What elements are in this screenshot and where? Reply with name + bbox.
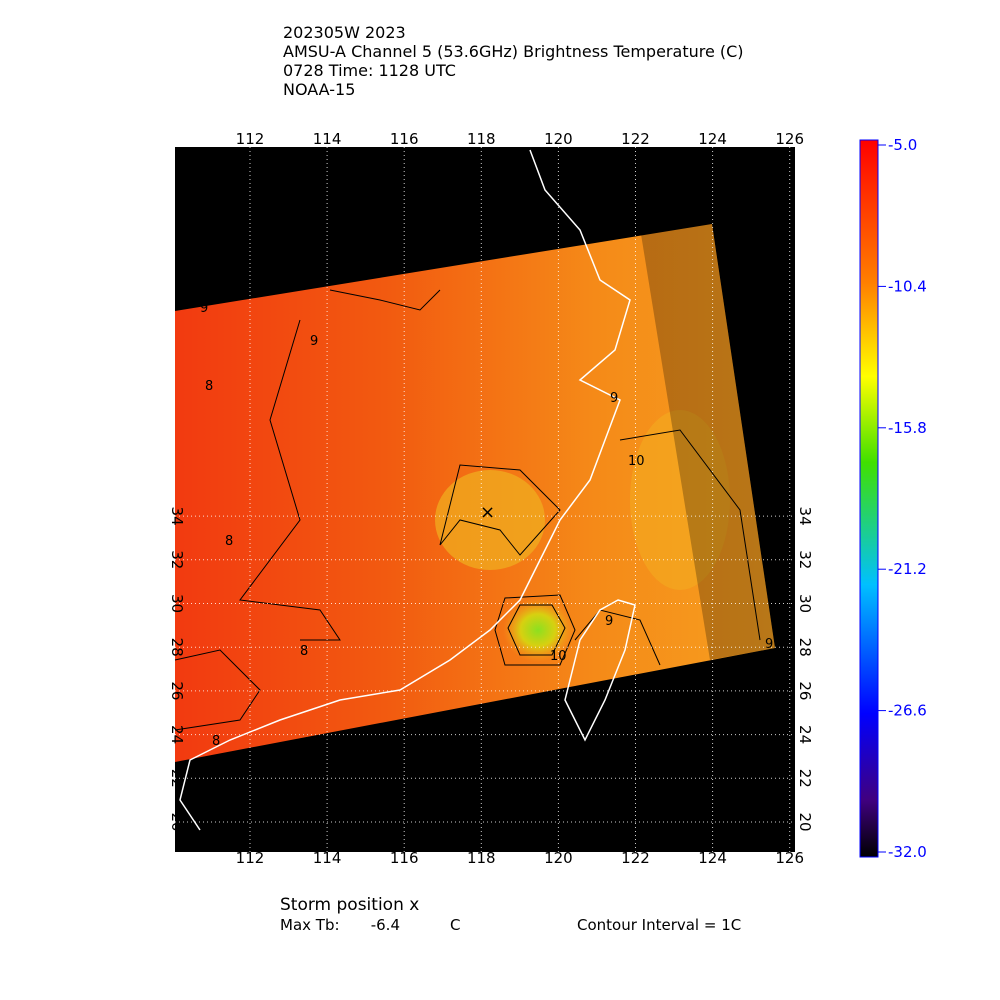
island [564,599,636,742]
lon-label-bottom: 120 [544,849,573,867]
contours [174,289,761,731]
max-tb-label: Max Tb: [280,916,340,934]
contour-label: 10 [628,454,645,469]
contour-label: 9 [310,334,318,349]
max-tb-unit: C [450,916,460,934]
contour-label: 9 [200,301,208,316]
lat-label-left: 34 [168,507,186,526]
lat-label-left: 26 [168,681,186,700]
header-line: NOAA-15 [283,80,355,99]
lat-label-left: 22 [168,769,186,788]
contour [174,649,261,731]
header-line: 202305W 2023 [283,23,406,42]
colorbar-label: -15.8 [888,419,927,437]
lat-label-left: 30 [168,594,186,613]
lat-label-right: 28 [796,638,814,657]
contour-label: 8 [300,644,308,659]
warm-core [503,598,573,662]
contour-label: 10 [550,649,567,664]
colorbar-label: -21.2 [888,560,927,578]
contour [239,319,341,641]
lat-label-right: 20 [796,812,814,831]
lon-label-top: 118 [467,130,496,148]
lon-label-bottom: 126 [775,849,804,867]
contour-label: 8 [212,734,220,749]
header-line: 0728 Time: 1128 UTC [283,61,456,80]
map-labels: 112 112 114 114 116 116 118 118 120 120 122 122 124 1… [168,130,814,867]
lat-label-right: 34 [796,507,814,526]
lon-label-top: 122 [621,130,650,148]
lat-label-left: 24 [168,725,186,744]
lon-label-top: 116 [390,130,419,148]
lon-label-bottom: 122 [621,849,650,867]
lat-label-left: 20 [168,812,186,831]
lat-label-right: 22 [796,769,814,788]
footer: Storm position x Max Tb: -6.4 C Contour … [280,895,741,934]
contour [619,429,761,641]
lon-label-bottom: 112 [236,849,265,867]
hatched-region [640,224,775,660]
lon-label-top: 124 [698,130,727,148]
lat-label-right: 30 [796,594,814,613]
lon-label-bottom: 116 [390,849,419,867]
lat-label-right: 26 [796,681,814,700]
colorbar-label: -32.0 [888,843,927,861]
coastline [179,149,636,831]
lon-label-bottom: 118 [467,849,496,867]
lon-label-top: 120 [544,130,573,148]
contour [439,464,561,556]
contour [507,604,566,656]
lon-label-bottom: 124 [698,849,727,867]
colorbar-label: -10.4 [888,277,927,295]
colorbar-label: -26.6 [888,702,927,720]
contour [494,594,576,666]
contour [574,609,661,666]
warm-region [630,410,730,590]
contour-label: 8 [205,379,213,394]
storm-position: Storm position x [280,895,419,915]
warm-region [435,470,545,570]
coast [179,149,631,831]
contour [329,289,441,311]
contour-interval: Contour Interval = 1C [577,916,741,934]
lat-label-left: 28 [168,638,186,657]
storm-marker: × [480,502,495,523]
colorbar-label: -5.0 [888,136,917,154]
lat-label-right: 32 [796,550,814,569]
lat-label-right: 24 [796,725,814,744]
contour-label: 8 [225,534,233,549]
colorbar-scale [859,139,879,858]
colorbar: -5.0 -10.4 -15.8 -21.2 -26.6 -32.0 [859,136,927,861]
lon-label-top: 114 [313,130,342,148]
lon-label-bottom: 114 [313,849,342,867]
header-line: AMSU-A Channel 5 (53.6GHz) Brightness Te… [283,42,744,61]
contour-label: 9 [610,391,618,406]
lon-label-top: 112 [236,130,265,148]
max-tb-value: -6.4 [371,916,400,934]
graticule [175,147,795,852]
contour-label: 9 [765,637,773,652]
contour-label: 9 [605,614,613,629]
lat-label-left: 32 [168,550,186,569]
lon-label-top: 126 [775,130,804,148]
